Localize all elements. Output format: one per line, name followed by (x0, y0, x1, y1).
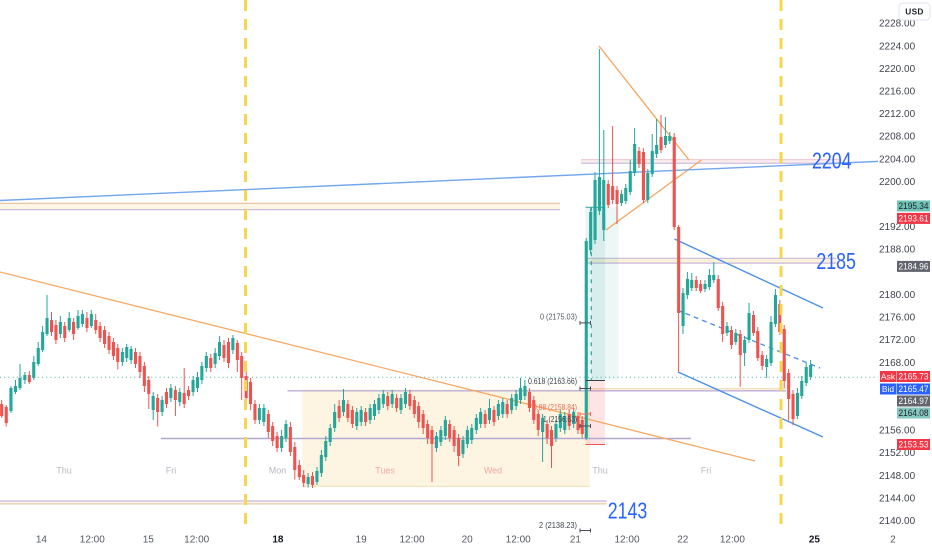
svg-text:USD: USD (905, 7, 923, 17)
svg-text:2212.00: 2212.00 (879, 109, 916, 120)
svg-text:2192.00: 2192.00 (879, 222, 916, 233)
svg-text:2168.00: 2168.00 (879, 358, 916, 369)
svg-text:Fri: Fri (701, 466, 712, 476)
svg-text:0 (2175.03): 0 (2175.03) (540, 312, 577, 322)
svg-text:2185: 2185 (816, 248, 856, 274)
svg-text:12:00: 12:00 (720, 535, 745, 546)
svg-text:12:00: 12:00 (614, 535, 639, 546)
svg-text:12:00: 12:00 (80, 535, 105, 546)
svg-text:2 (2138.23): 2 (2138.23) (539, 520, 577, 530)
svg-text:12:00: 12:00 (399, 535, 424, 546)
svg-text:2193.61: 2193.61 (899, 214, 929, 225)
svg-text:25: 25 (809, 535, 821, 546)
svg-text:2172.00: 2172.00 (879, 335, 916, 346)
svg-text:2195.34: 2195.34 (899, 201, 929, 212)
svg-text:2176.00: 2176.00 (879, 313, 916, 324)
svg-text:Tues: Tues (375, 466, 395, 476)
svg-text:2220.00: 2220.00 (879, 64, 916, 75)
svg-text:Ask: Ask (881, 372, 896, 382)
svg-text:20: 20 (462, 535, 474, 546)
svg-text:2180.00: 2180.00 (879, 290, 916, 301)
svg-text:2184.96: 2184.96 (899, 262, 929, 273)
svg-text:0.618 (2163.66): 0.618 (2163.66) (528, 376, 577, 386)
svg-text:2224.00: 2224.00 (879, 41, 916, 52)
svg-text:Wed: Wed (484, 466, 502, 476)
svg-text:2228.00: 2228.00 (879, 19, 916, 30)
svg-text:Mon: Mon (269, 466, 287, 476)
svg-text:2188.00: 2188.00 (879, 245, 916, 256)
svg-text:14: 14 (36, 535, 48, 546)
svg-text:Fri: Fri (166, 466, 177, 476)
svg-text:2164.97: 2164.97 (899, 396, 929, 407)
svg-text:2165.73: 2165.73 (899, 372, 929, 383)
svg-text:Thu: Thu (592, 466, 608, 476)
svg-text:1 (2156.63): 1 (2156.63) (543, 414, 577, 424)
svg-text:Bid: Bid (882, 384, 895, 394)
svg-text:2140.00: 2140.00 (879, 516, 916, 527)
svg-text:2156.00: 2156.00 (879, 426, 916, 437)
svg-text:21: 21 (570, 535, 582, 546)
svg-text:2143: 2143 (608, 497, 648, 523)
svg-text:2164.08: 2164.08 (899, 408, 929, 419)
svg-text:12:00: 12:00 (506, 535, 531, 546)
svg-text:2: 2 (890, 535, 896, 546)
svg-text:2165.47: 2165.47 (899, 384, 929, 395)
svg-text:15: 15 (143, 535, 155, 546)
svg-text:19: 19 (356, 535, 368, 546)
svg-text:2204: 2204 (812, 148, 852, 174)
svg-text:0.88 (2158.84): 0.88 (2158.84) (533, 402, 577, 412)
svg-text:2208.00: 2208.00 (879, 132, 916, 143)
svg-text:2216.00: 2216.00 (879, 87, 916, 98)
svg-text:12:00: 12:00 (184, 535, 209, 546)
svg-text:2152.00: 2152.00 (879, 448, 916, 459)
svg-text:2204.00: 2204.00 (879, 154, 916, 165)
svg-text:18: 18 (272, 535, 284, 546)
svg-text:2200.00: 2200.00 (879, 177, 916, 188)
svg-text:2148.00: 2148.00 (879, 471, 916, 482)
svg-text:2144.00: 2144.00 (879, 493, 916, 504)
svg-text:2153.53: 2153.53 (899, 440, 929, 451)
svg-text:22: 22 (677, 535, 689, 546)
svg-text:Thu: Thu (56, 466, 72, 476)
